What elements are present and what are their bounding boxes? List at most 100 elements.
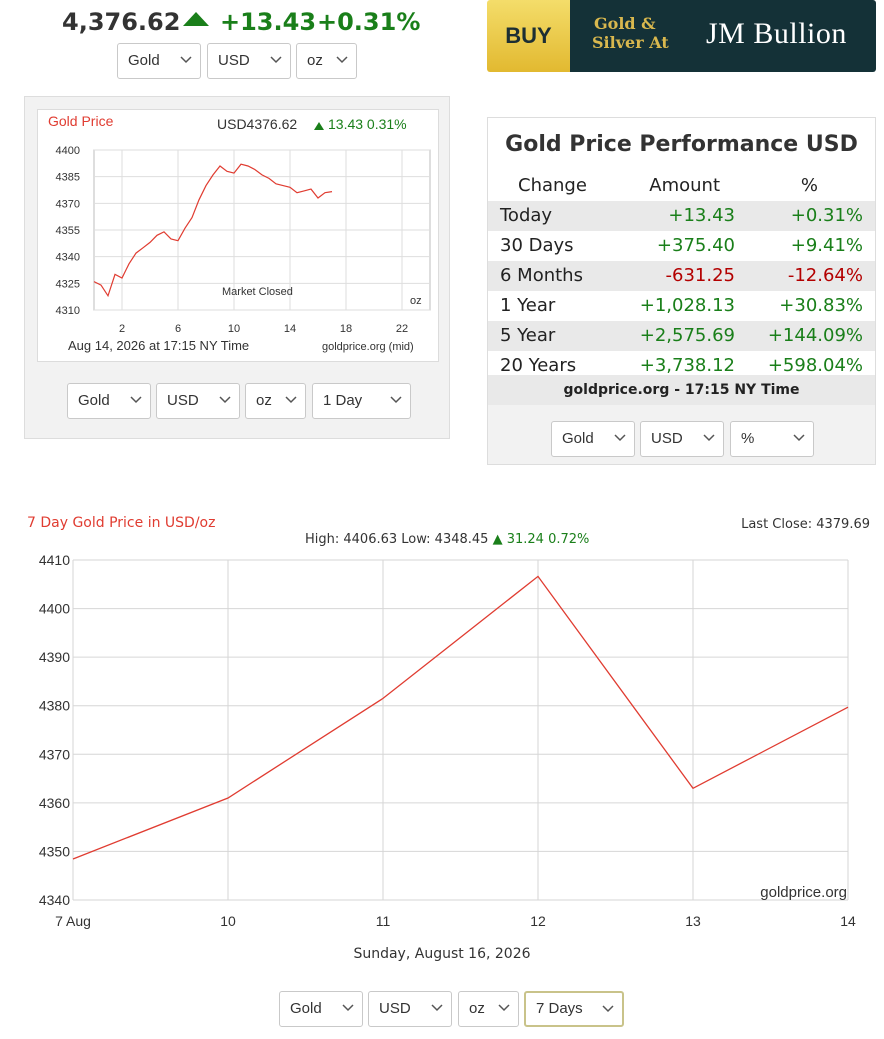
row-amount: +13.43: [668, 205, 735, 226]
small-chart-source: goldprice.org (mid): [322, 341, 414, 353]
jm-bullion-ad-banner[interactable]: BUY Gold & Silver At JM Bullion: [487, 0, 876, 72]
big-chart-range-select-value: 7 Days: [536, 1000, 583, 1017]
column-header-change: Change: [518, 175, 587, 196]
high-low-change: 31.24 0.72%: [506, 532, 590, 547]
y-tick-label: 4400: [39, 601, 70, 617]
big-chart-metal-select-value: Gold: [290, 1000, 322, 1017]
small-chart-currency-select[interactable]: USD: [156, 383, 240, 419]
row-percent: +9.41%: [790, 235, 863, 256]
row-amount: -631.25: [665, 265, 735, 286]
column-header-amount: Amount: [649, 175, 720, 196]
y-tick-label: 4340: [39, 892, 70, 908]
chart-watermark: goldprice.org: [760, 884, 847, 901]
performance-header-row: Change Amount %: [488, 171, 875, 201]
table-row: 30 Days +375.40 +9.41%: [488, 231, 875, 261]
x-tick-label: 6: [175, 323, 181, 335]
performance-table: Change Amount % Today +13.43 +0.31% 30 D…: [488, 171, 875, 381]
up-triangle-icon: ▲: [492, 532, 503, 547]
market-status: Market Closed: [222, 286, 293, 298]
performance-title: Gold Price Performance USD: [488, 118, 875, 171]
last-close: Last Close: 4379.69: [741, 517, 870, 532]
small-chart-title: Gold Price: [48, 113, 114, 129]
big-chart-currency-select[interactable]: USD: [368, 991, 452, 1027]
x-tick-label: 7 Aug: [55, 913, 91, 929]
y-tick-label: 4325: [56, 278, 80, 290]
price-change-percent: +0.31%: [317, 8, 421, 36]
row-label: 20 Years: [500, 355, 577, 376]
table-row: 5 Year +2,575.69 +144.09%: [488, 321, 875, 351]
x-tick-label: 10: [228, 323, 240, 335]
row-label: 5 Year: [500, 325, 556, 346]
y-tick-label: 4310: [56, 305, 80, 317]
small-chart-price: USD4376.62: [217, 116, 297, 132]
chart-date-label: Sunday, August 16, 2026: [353, 946, 531, 962]
row-label: 30 Days: [500, 235, 574, 256]
performance-metal-select[interactable]: Gold: [551, 421, 635, 457]
performance-footer: goldprice.org - 17:15 NY Time: [488, 375, 875, 405]
y-tick-label: 4370: [39, 746, 70, 762]
row-label: Today: [500, 205, 553, 226]
y-tick-label: 4390: [39, 649, 70, 665]
ad-brand-panel: Gold & Silver At JM Bullion: [570, 0, 876, 72]
header-currency-select-value: USD: [218, 52, 250, 69]
y-tick-label: 4340: [56, 252, 80, 264]
header-metal-select-value: Gold: [128, 52, 160, 69]
x-tick-label: 10: [220, 913, 236, 929]
big-chart-metal-select[interactable]: Gold: [279, 991, 363, 1027]
table-row: Today +13.43 +0.31%: [488, 201, 875, 231]
big-chart-unit-select[interactable]: oz: [458, 991, 519, 1027]
header-unit-select[interactable]: oz: [296, 43, 357, 79]
performance-metal-select-value: Gold: [562, 430, 594, 447]
row-amount: +1,028.13: [639, 295, 735, 316]
x-tick-label: 13: [685, 913, 701, 929]
small-chart-panel: 4310 4325 4340 4355 4370 4385 4400 2 6 10 14 18 22 …: [24, 96, 450, 439]
current-price: 4,376.62: [62, 8, 181, 36]
performance-panel: Gold Price Performance USD Change Amount…: [487, 117, 876, 465]
seven-day-price-line: [72, 575, 849, 860]
big-chart-unit-select-value: oz: [469, 1000, 485, 1017]
row-percent: +30.83%: [779, 295, 863, 316]
small-chart-range-select[interactable]: 1 Day: [312, 383, 411, 419]
high-low-summary: High: 4406.63 Low: 4348.45 ▲ 31.24 0.72%: [305, 532, 589, 547]
ad-buy-label: BUY: [487, 0, 570, 72]
row-amount: +3,738.12: [639, 355, 735, 376]
row-percent: +144.09%: [767, 325, 863, 346]
ad-brand-logo: JM Bullion: [706, 17, 847, 50]
intraday-price-line: [93, 163, 333, 298]
small-chart-currency-select-value: USD: [167, 392, 199, 409]
big-chart-range-select[interactable]: 7 Days: [524, 991, 624, 1027]
price-change: +13.43: [220, 8, 317, 36]
chevron-down-icon: [703, 434, 715, 442]
y-tick-label: 4380: [39, 698, 70, 714]
small-chart-change: 13.43 0.31%: [328, 116, 407, 132]
row-amount: +2,575.69: [639, 325, 735, 346]
small-chart-metal-select[interactable]: Gold: [67, 383, 151, 419]
performance-currency-select[interactable]: USD: [640, 421, 724, 457]
column-header-percent: %: [800, 175, 818, 196]
x-tick-label: 12: [530, 913, 546, 929]
row-percent: +0.31%: [790, 205, 863, 226]
ad-line-1: Gold &: [594, 14, 656, 33]
up-triangle-icon: [314, 122, 324, 130]
x-tick-label: 11: [376, 913, 391, 929]
row-label: 1 Year: [500, 295, 556, 316]
chevron-down-icon: [614, 434, 626, 442]
y-tick-label: 4355: [56, 225, 80, 237]
header-currency-select[interactable]: USD: [207, 43, 291, 79]
y-tick-label: 4410: [39, 552, 70, 568]
small-chart-unit-select[interactable]: oz: [245, 383, 306, 419]
up-triangle-icon: [183, 12, 209, 26]
chevron-down-icon: [342, 1004, 354, 1012]
high-low-values: High: 4406.63 Low: 4348.45: [305, 532, 489, 547]
small-chart-metal-select-value: Gold: [78, 392, 110, 409]
performance-currency-select-value: USD: [651, 430, 683, 447]
small-chart-range-select-value: 1 Day: [323, 392, 363, 409]
row-amount: +375.40: [656, 235, 735, 256]
performance-mode-select-value: %: [741, 430, 755, 447]
chevron-down-icon: [270, 56, 282, 64]
small-chart-timestamp: Aug 14, 2026 at 17:15 NY Time: [68, 338, 249, 353]
chevron-down-icon: [498, 1004, 510, 1012]
header-metal-select[interactable]: Gold: [117, 43, 201, 79]
performance-mode-select[interactable]: %: [730, 421, 814, 457]
